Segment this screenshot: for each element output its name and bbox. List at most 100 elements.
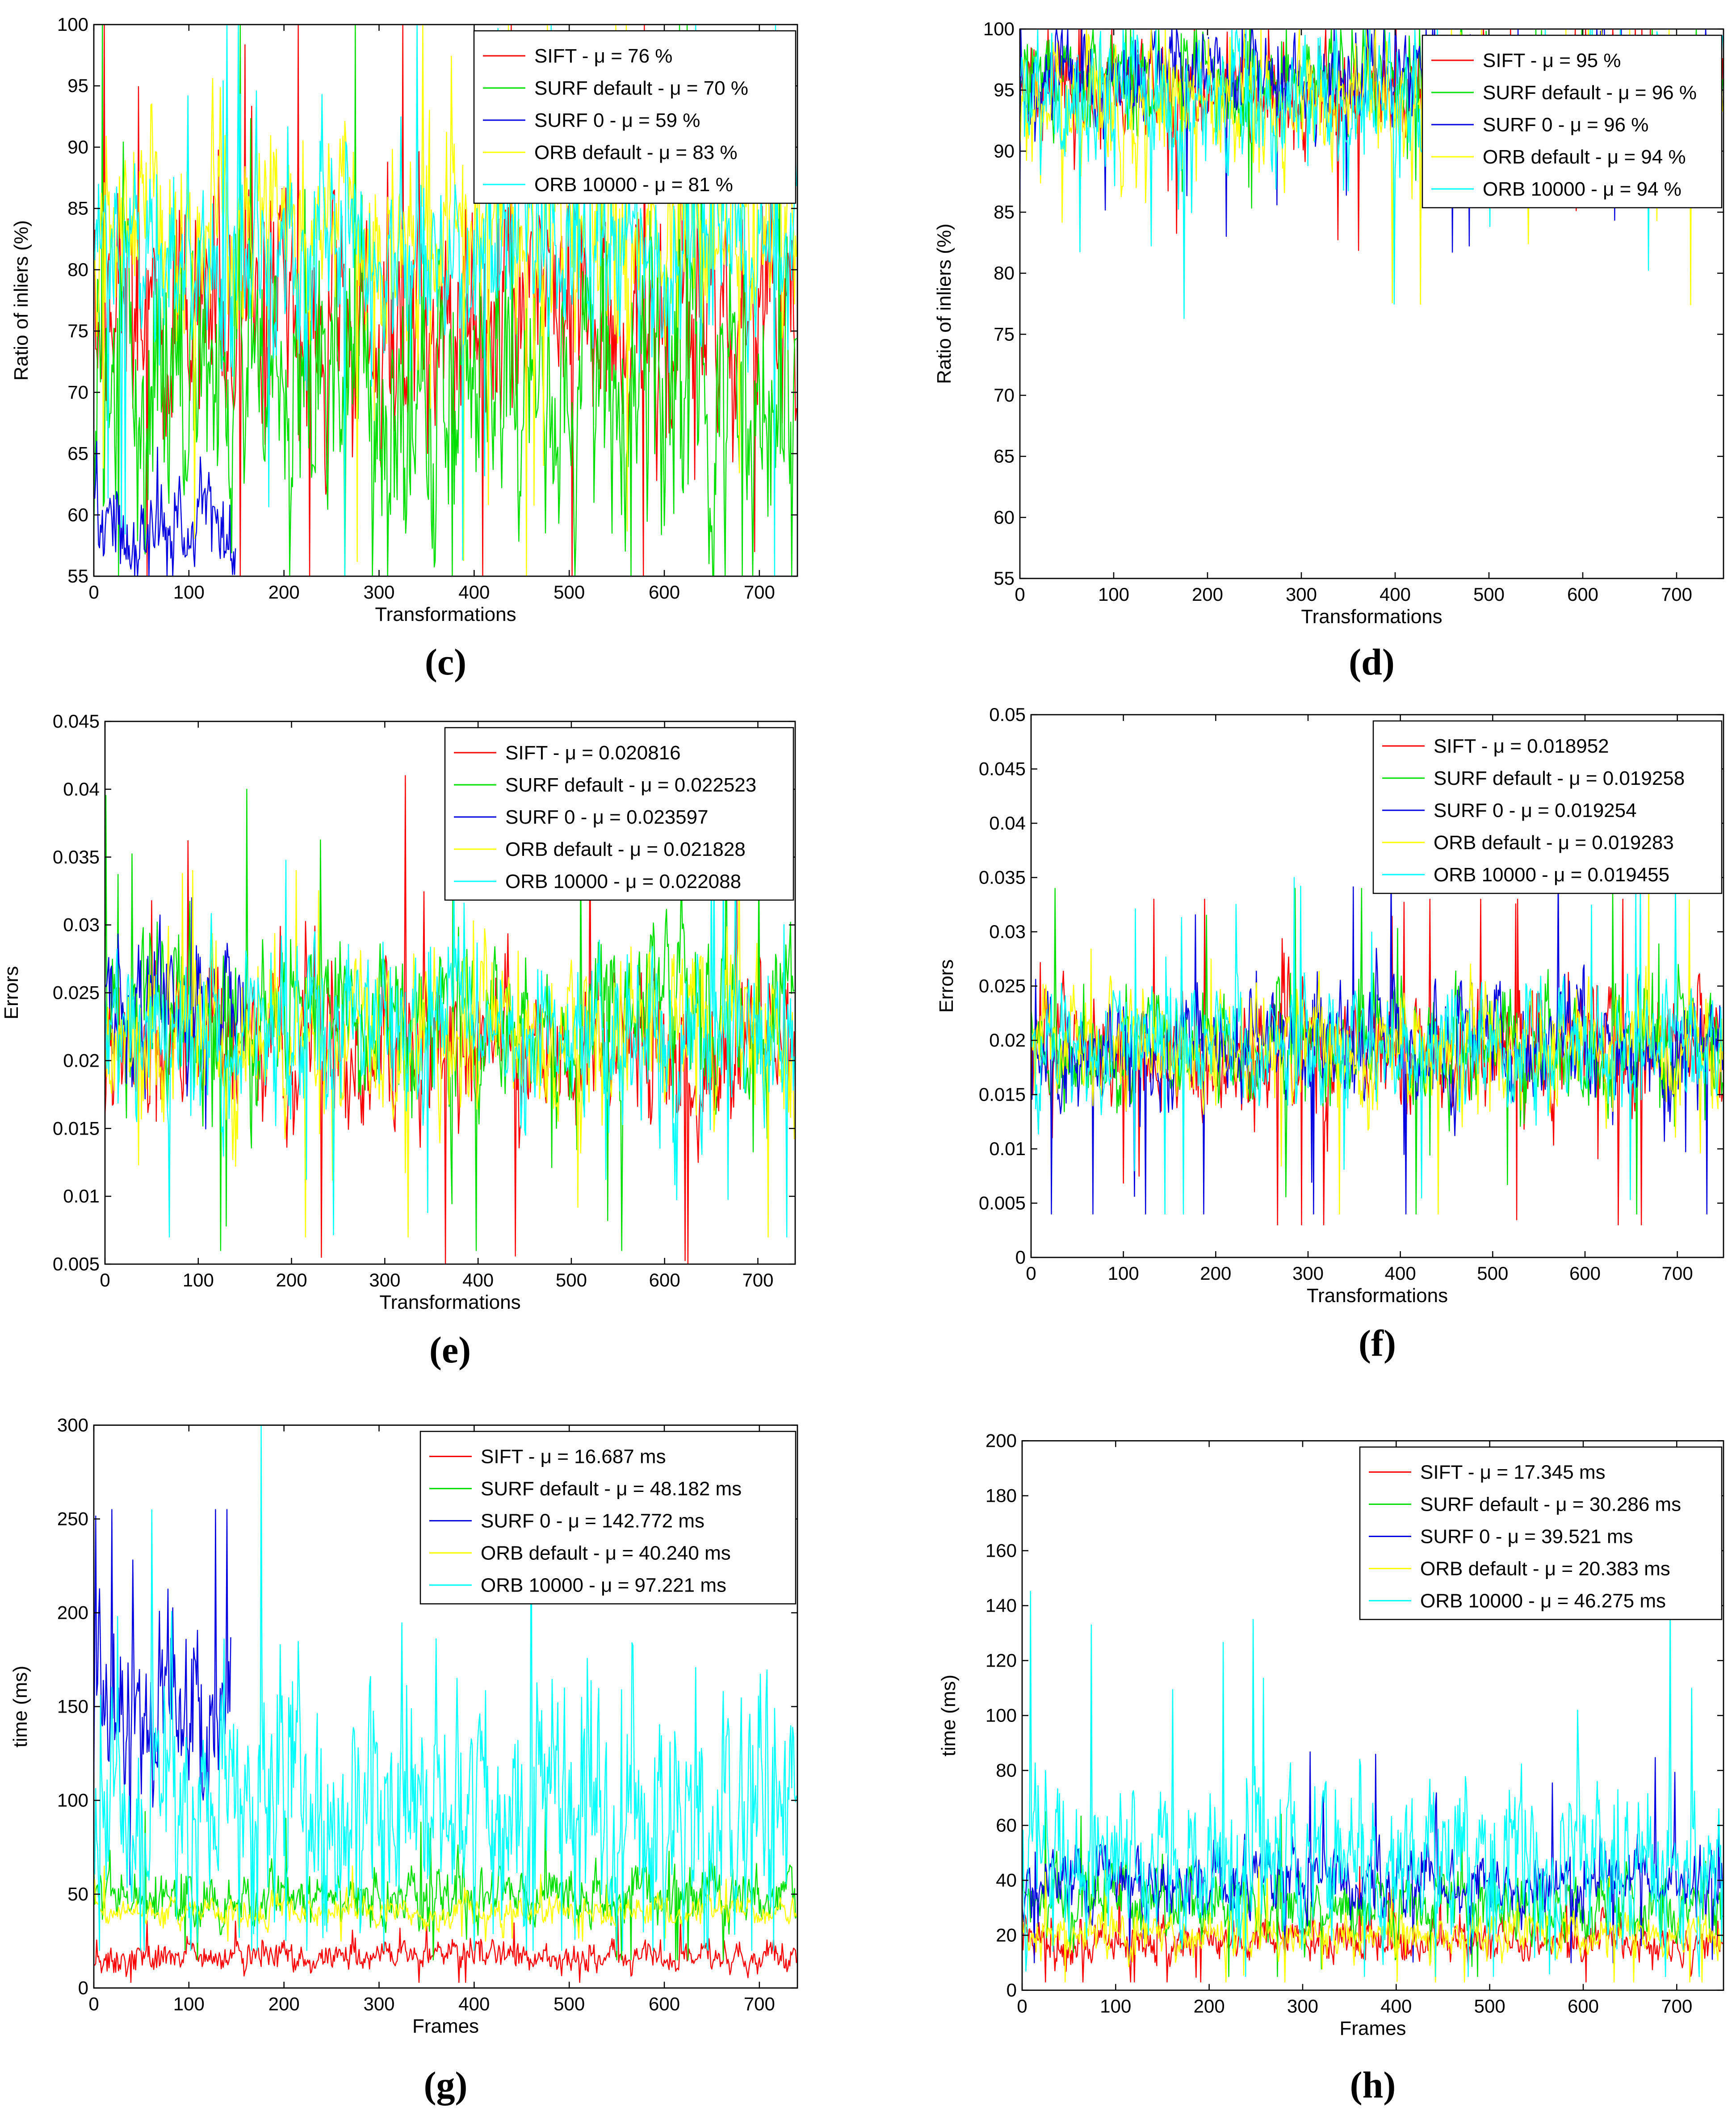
legend: SIFT - μ = 0.020816 SURF default - μ = 0.…: [444, 727, 794, 901]
x-axis-label: Transformations: [1301, 606, 1442, 628]
x-tick-label: 100: [1108, 1263, 1139, 1284]
series-line-sift: [94, 1912, 797, 1983]
y-tick-label: 160: [985, 1540, 1017, 1561]
series-line-surf-0: [94, 440, 236, 576]
legend-entry: SIFT - μ = 17.345 ms: [1420, 1462, 1606, 1483]
plot-border: [1019, 28, 1724, 579]
panel-d: 55 60 65 70 75 80 85 90 95 100 0 100 200 300 400 500 600…: [868, 0, 1736, 708]
y-tick-label: 50: [67, 1884, 88, 1905]
chart-f: 0 0.005 0.01 0.015 0.02 0.025 0.03 0.035 0.04 0.0…: [935, 708, 1724, 1364]
y-tick-label: 0.005: [53, 1253, 100, 1274]
y-tick-label: 100: [57, 1790, 88, 1811]
y-tick-label: 55: [67, 566, 88, 587]
x-tick-label: 0: [1015, 584, 1025, 605]
series-group: [105, 775, 795, 1264]
x-tick-label: 500: [1473, 584, 1505, 605]
y-tick-label: 0.03: [989, 921, 1026, 942]
y-tick-label: 65: [67, 443, 88, 464]
x-tick-label: 200: [268, 1994, 300, 2015]
y-tick-label: 100: [985, 1705, 1017, 1726]
y-tick-label: 0: [1006, 1980, 1017, 2001]
legend-entry: SURF 0 - μ = 59 %: [534, 109, 700, 131]
y-tick-label: 120: [985, 1650, 1017, 1671]
chart-g: 0 50 100 150 200 250 300 0 100 200 300 400 500 600 700…: [9, 1416, 798, 2106]
x-axis-label: Frames: [1339, 2018, 1406, 2040]
legend-entry: ORB default - μ = 0.019283: [1434, 832, 1674, 854]
legend-entry: SURF default - μ = 0.019258: [1434, 767, 1685, 789]
legend-entry: SURF default - μ = 30.286 ms: [1420, 1494, 1681, 1516]
x-axis-label: Frames: [412, 2015, 479, 2037]
series-line-orb-10000: [1031, 877, 1723, 1215]
x-axis-label: Transformations: [375, 603, 516, 625]
legend-entry: SURF default - μ = 70 %: [534, 77, 748, 99]
x-tick-label: 300: [1287, 1996, 1318, 2017]
legend-entry: SIFT - μ = 0.018952: [1434, 735, 1609, 757]
legend-entry: ORB default - μ = 20.383 ms: [1420, 1558, 1670, 1580]
y-tick-label: 80: [67, 259, 88, 280]
series-line-orb-default: [94, 1865, 797, 1942]
legend-box: [1372, 720, 1723, 894]
x-tick-label: 700: [744, 582, 775, 603]
y-tick-label: 0.045: [979, 758, 1026, 779]
x-tick-label: 0: [1026, 1263, 1036, 1284]
y-tick-label: 60: [996, 1815, 1017, 1836]
y-axis-label: Ratio of inliers (%): [933, 223, 955, 384]
legend-entry: SIFT - μ = 16.687 ms: [481, 1446, 666, 1468]
y-axis-label: Errors: [0, 966, 22, 1020]
y-tick-label: 70: [994, 385, 1015, 406]
panel-letter: (e): [429, 1329, 471, 1371]
legend-entry: SIFT - μ = 0.020816: [505, 742, 681, 764]
y-tick-label: 0: [1015, 1247, 1026, 1268]
x-tick-label: 100: [183, 1269, 214, 1290]
legend: SIFT - μ = 16.687 ms SURF default - μ = 4…: [419, 1431, 797, 1605]
legend-entry: ORB 10000 - μ = 0.019455: [1434, 864, 1669, 886]
legend-entry: ORB 10000 - μ = 46.275 ms: [1420, 1590, 1666, 1612]
x-tick-label: 400: [1385, 1263, 1416, 1284]
panel-h: 0 20 40 60 80 100 120 140 160 180 200 0 100 200 300 400…: [868, 1416, 1736, 2124]
y-tick-label: 300: [57, 1416, 88, 1436]
y-tick-label: 250: [57, 1508, 88, 1529]
x-tick-label: 300: [369, 1269, 400, 1290]
legend-box: [444, 727, 794, 901]
legend-entry: ORB 10000 - μ = 81 %: [534, 174, 733, 196]
x-tick-label: 100: [173, 1994, 205, 2015]
legend: SIFT - μ = 95 % SURF default - μ = 96 % SU…: [1422, 34, 1723, 209]
y-axis-label: time (ms): [9, 1666, 31, 1747]
y-tick-label: 0.01: [63, 1186, 100, 1207]
x-tick-label: 400: [458, 1994, 490, 2015]
y-tick-label: 0.035: [53, 846, 100, 867]
panel-letter: (g): [424, 2065, 468, 2106]
x-tick-label: 500: [554, 582, 585, 603]
x-tick-label: 0: [1017, 1996, 1027, 2017]
chart-d: 55 60 65 70 75 80 85 90 95 100 0 100 200 300 400 500 600…: [933, 18, 1724, 683]
panel-letter: (d): [1349, 641, 1395, 683]
legend: SIFT - μ = 76 % SURF default - μ = 70 % SU…: [473, 30, 797, 204]
y-tick-label: 0: [78, 1977, 88, 1998]
panel-e: 0.005 0.01 0.015 0.02 0.025 0.03 0.035 0.04 0.04…: [0, 708, 868, 1416]
panel-f: 0 0.005 0.01 0.015 0.02 0.025 0.03 0.035 0.04 0.0…: [868, 708, 1736, 1416]
legend-box: [473, 30, 797, 204]
y-tick-label: 0.015: [979, 1084, 1026, 1105]
panel-letter: (f): [1359, 1323, 1396, 1364]
x-tick-label: 600: [1568, 1996, 1599, 2017]
series-line-orb-default: [1022, 1866, 1723, 1983]
x-tick-label: 700: [1661, 584, 1692, 605]
x-tick-label: 500: [556, 1269, 587, 1290]
x-tick-label: 200: [276, 1269, 307, 1290]
y-tick-label: 0.025: [53, 982, 100, 1003]
x-tick-label: 600: [649, 1994, 680, 2015]
series-group: [94, 1425, 797, 1983]
legend-entry: SURF 0 - μ = 0.019254: [1434, 800, 1637, 821]
y-tick-label: 0.02: [989, 1030, 1026, 1051]
legend-entry: ORB default - μ = 0.021828: [505, 838, 746, 860]
y-tick-label: 85: [994, 201, 1015, 222]
series-line-orb-default: [105, 870, 795, 1238]
legend-entry: ORB default - μ = 40.240 ms: [481, 1542, 731, 1564]
series-line-orb-10000: [105, 856, 795, 1238]
y-tick-label: 85: [67, 198, 88, 219]
x-tick-label: 100: [1100, 1996, 1131, 2017]
legend-entry: SURF 0 - μ = 96 %: [1483, 114, 1648, 136]
y-tick-label: 70: [67, 381, 88, 402]
y-tick-label: 60: [994, 507, 1015, 528]
y-tick-label: 40: [996, 1870, 1017, 1891]
